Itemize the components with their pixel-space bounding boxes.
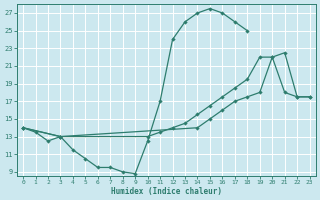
X-axis label: Humidex (Indice chaleur): Humidex (Indice chaleur) (111, 187, 222, 196)
